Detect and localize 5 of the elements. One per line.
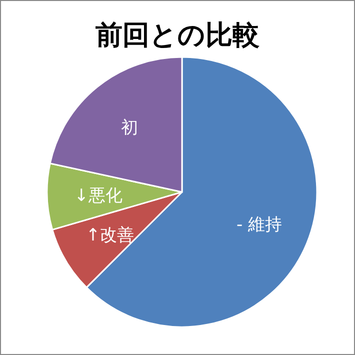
slice-label: 初 [120,118,138,138]
slice-label: ↑改善 [86,226,134,246]
slice-label: - 維持 [236,215,282,236]
chart-title: 前回との比較 [94,20,260,51]
slice-label: ↓悪化 [74,186,122,206]
